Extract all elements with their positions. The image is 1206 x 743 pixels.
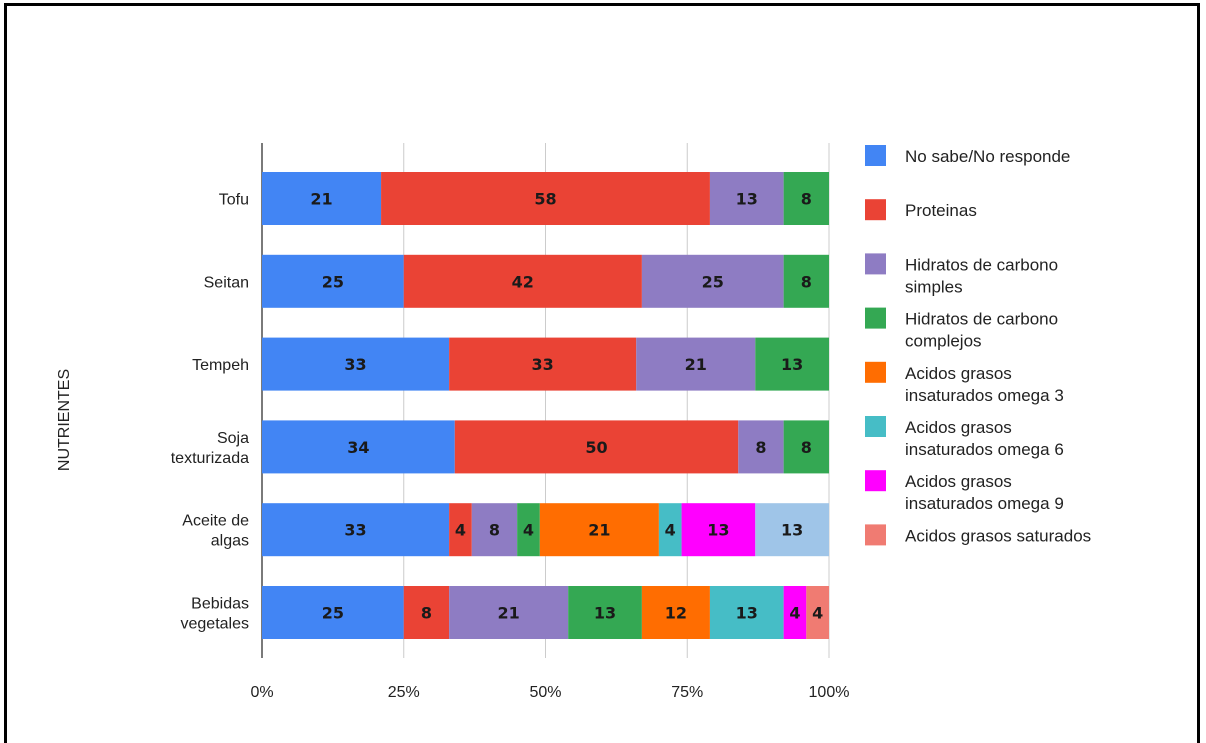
legend-swatch [865, 199, 886, 221]
bars [262, 172, 829, 639]
bar-segment [783, 172, 829, 225]
bar-value-label: 13 [736, 190, 758, 209]
bar-value-label: 13 [736, 604, 758, 623]
bar-segment [738, 420, 784, 474]
bar-segment [641, 586, 710, 639]
legend-label: Proteinas [905, 201, 977, 220]
bar-value-label: 21 [498, 604, 520, 623]
category-label: Aceite de algas [182, 513, 249, 550]
bar-segment [262, 420, 455, 474]
bar-value-label: 25 [322, 272, 344, 291]
bar-segment [755, 503, 829, 557]
bar-value-label: 33 [344, 355, 366, 374]
bar-value-label: 8 [421, 604, 432, 623]
bar-value-labels: 21 58 13 8 25 42 25 8 33 33 21 13 34 50 8 8 33 4 8 4 21 4 13 13… [310, 190, 823, 623]
legend: No sabe/No responde Proteinas Hidratos de … [865, 145, 1091, 546]
legend-swatch [865, 361, 886, 383]
category-label: Bebidas vegetales [181, 596, 250, 633]
bar-value-label: 8 [755, 438, 766, 457]
bar-segment [449, 337, 637, 391]
y-axis-title: NUTRIENTES [56, 369, 73, 471]
bar-segment [539, 503, 659, 557]
bar-segment [709, 586, 784, 639]
bar-segment [709, 172, 784, 225]
bar-segment [636, 337, 756, 391]
bar-segment [517, 503, 540, 557]
legend-swatch [865, 253, 886, 275]
bar-value-label: 13 [781, 521, 803, 540]
bar-segment [641, 254, 784, 308]
x-tick-label: 25% [388, 684, 420, 701]
legend-label: Hidratos de carbono simples [905, 255, 1058, 296]
category-label: Tempeh [192, 357, 249, 374]
legend-label: Acidos grasos insaturados omega 3 [905, 364, 1064, 405]
bar-segment [755, 337, 829, 391]
bar-value-label: 13 [594, 604, 616, 623]
legend-label: Acidos grasos saturados [905, 526, 1091, 545]
category-label: Tofu [219, 192, 249, 209]
bar-value-label: 8 [801, 272, 812, 291]
bar-segment [262, 172, 382, 225]
bar-value-label: 50 [585, 438, 607, 457]
category-label: Seitan [204, 274, 249, 291]
bar-segment [454, 420, 739, 474]
bar-value-label: 21 [310, 190, 332, 209]
bar-value-label: 12 [665, 604, 687, 623]
legend-label: Acidos grasos insaturados omega 9 [905, 472, 1064, 513]
bar-value-label: 4 [665, 521, 676, 540]
bar-value-label: 42 [512, 272, 534, 291]
bar-segment [403, 586, 450, 639]
bar-value-label: 13 [781, 355, 803, 374]
legend-label: Acidos grasos insaturados omega 6 [905, 418, 1064, 459]
bar-value-label: 21 [685, 355, 707, 374]
bar-value-label: 13 [707, 521, 729, 540]
x-tick-labels: 0% 25% 50% 75% 100% [250, 684, 849, 701]
x-tick-label: 50% [529, 684, 561, 701]
bar-value-label: 4 [455, 521, 466, 540]
bar-segment [262, 586, 404, 639]
legend-label: No sabe/No responde [905, 147, 1070, 166]
bar-value-label: 33 [532, 355, 554, 374]
legend-swatch [865, 307, 886, 329]
bar-value-label: 34 [347, 438, 369, 457]
bar-segment [783, 586, 807, 639]
x-tick-label: 0% [250, 684, 273, 701]
x-tick-label: 75% [671, 684, 703, 701]
bar-segment [681, 503, 756, 557]
bar-value-label: 8 [489, 521, 500, 540]
bar-segment [381, 172, 710, 225]
bar-segment [783, 420, 829, 474]
bar-segment [658, 503, 682, 557]
legend-swatch [865, 470, 886, 492]
legend-swatch [865, 524, 886, 546]
bar-value-label: 25 [702, 272, 724, 291]
bar-segment [262, 254, 404, 308]
x-tick-label: 100% [809, 684, 850, 701]
bar-segment [262, 503, 450, 557]
legend-label: Hidratos de carbono complejos [905, 310, 1058, 351]
bar-value-label: 21 [588, 521, 610, 540]
bar-value-label: 8 [801, 190, 812, 209]
bar-segment [471, 503, 518, 557]
bar-value-label: 25 [322, 604, 344, 623]
bar-segment [403, 254, 642, 308]
bar-segment [806, 586, 829, 639]
bar-segment [783, 254, 829, 308]
bar-value-label: 58 [534, 190, 556, 209]
legend-swatch [865, 145, 886, 166]
bar-value-label: 8 [801, 438, 812, 457]
bar-value-label: 33 [344, 521, 366, 540]
legend-swatch [865, 416, 886, 437]
category-labels: Tofu Seitan Tempeh Soja texturizada Aceite de… [171, 192, 249, 633]
bar-segment [449, 503, 472, 557]
category-label: Soja texturizada [171, 430, 249, 467]
bar-segment [568, 586, 642, 639]
grid-lines [261, 143, 830, 658]
bar-value-label: 4 [789, 604, 800, 623]
bar-value-label: 4 [523, 521, 534, 540]
bar-value-label: 4 [812, 604, 823, 623]
bar-segment [262, 337, 450, 391]
bar-segment [449, 586, 569, 639]
